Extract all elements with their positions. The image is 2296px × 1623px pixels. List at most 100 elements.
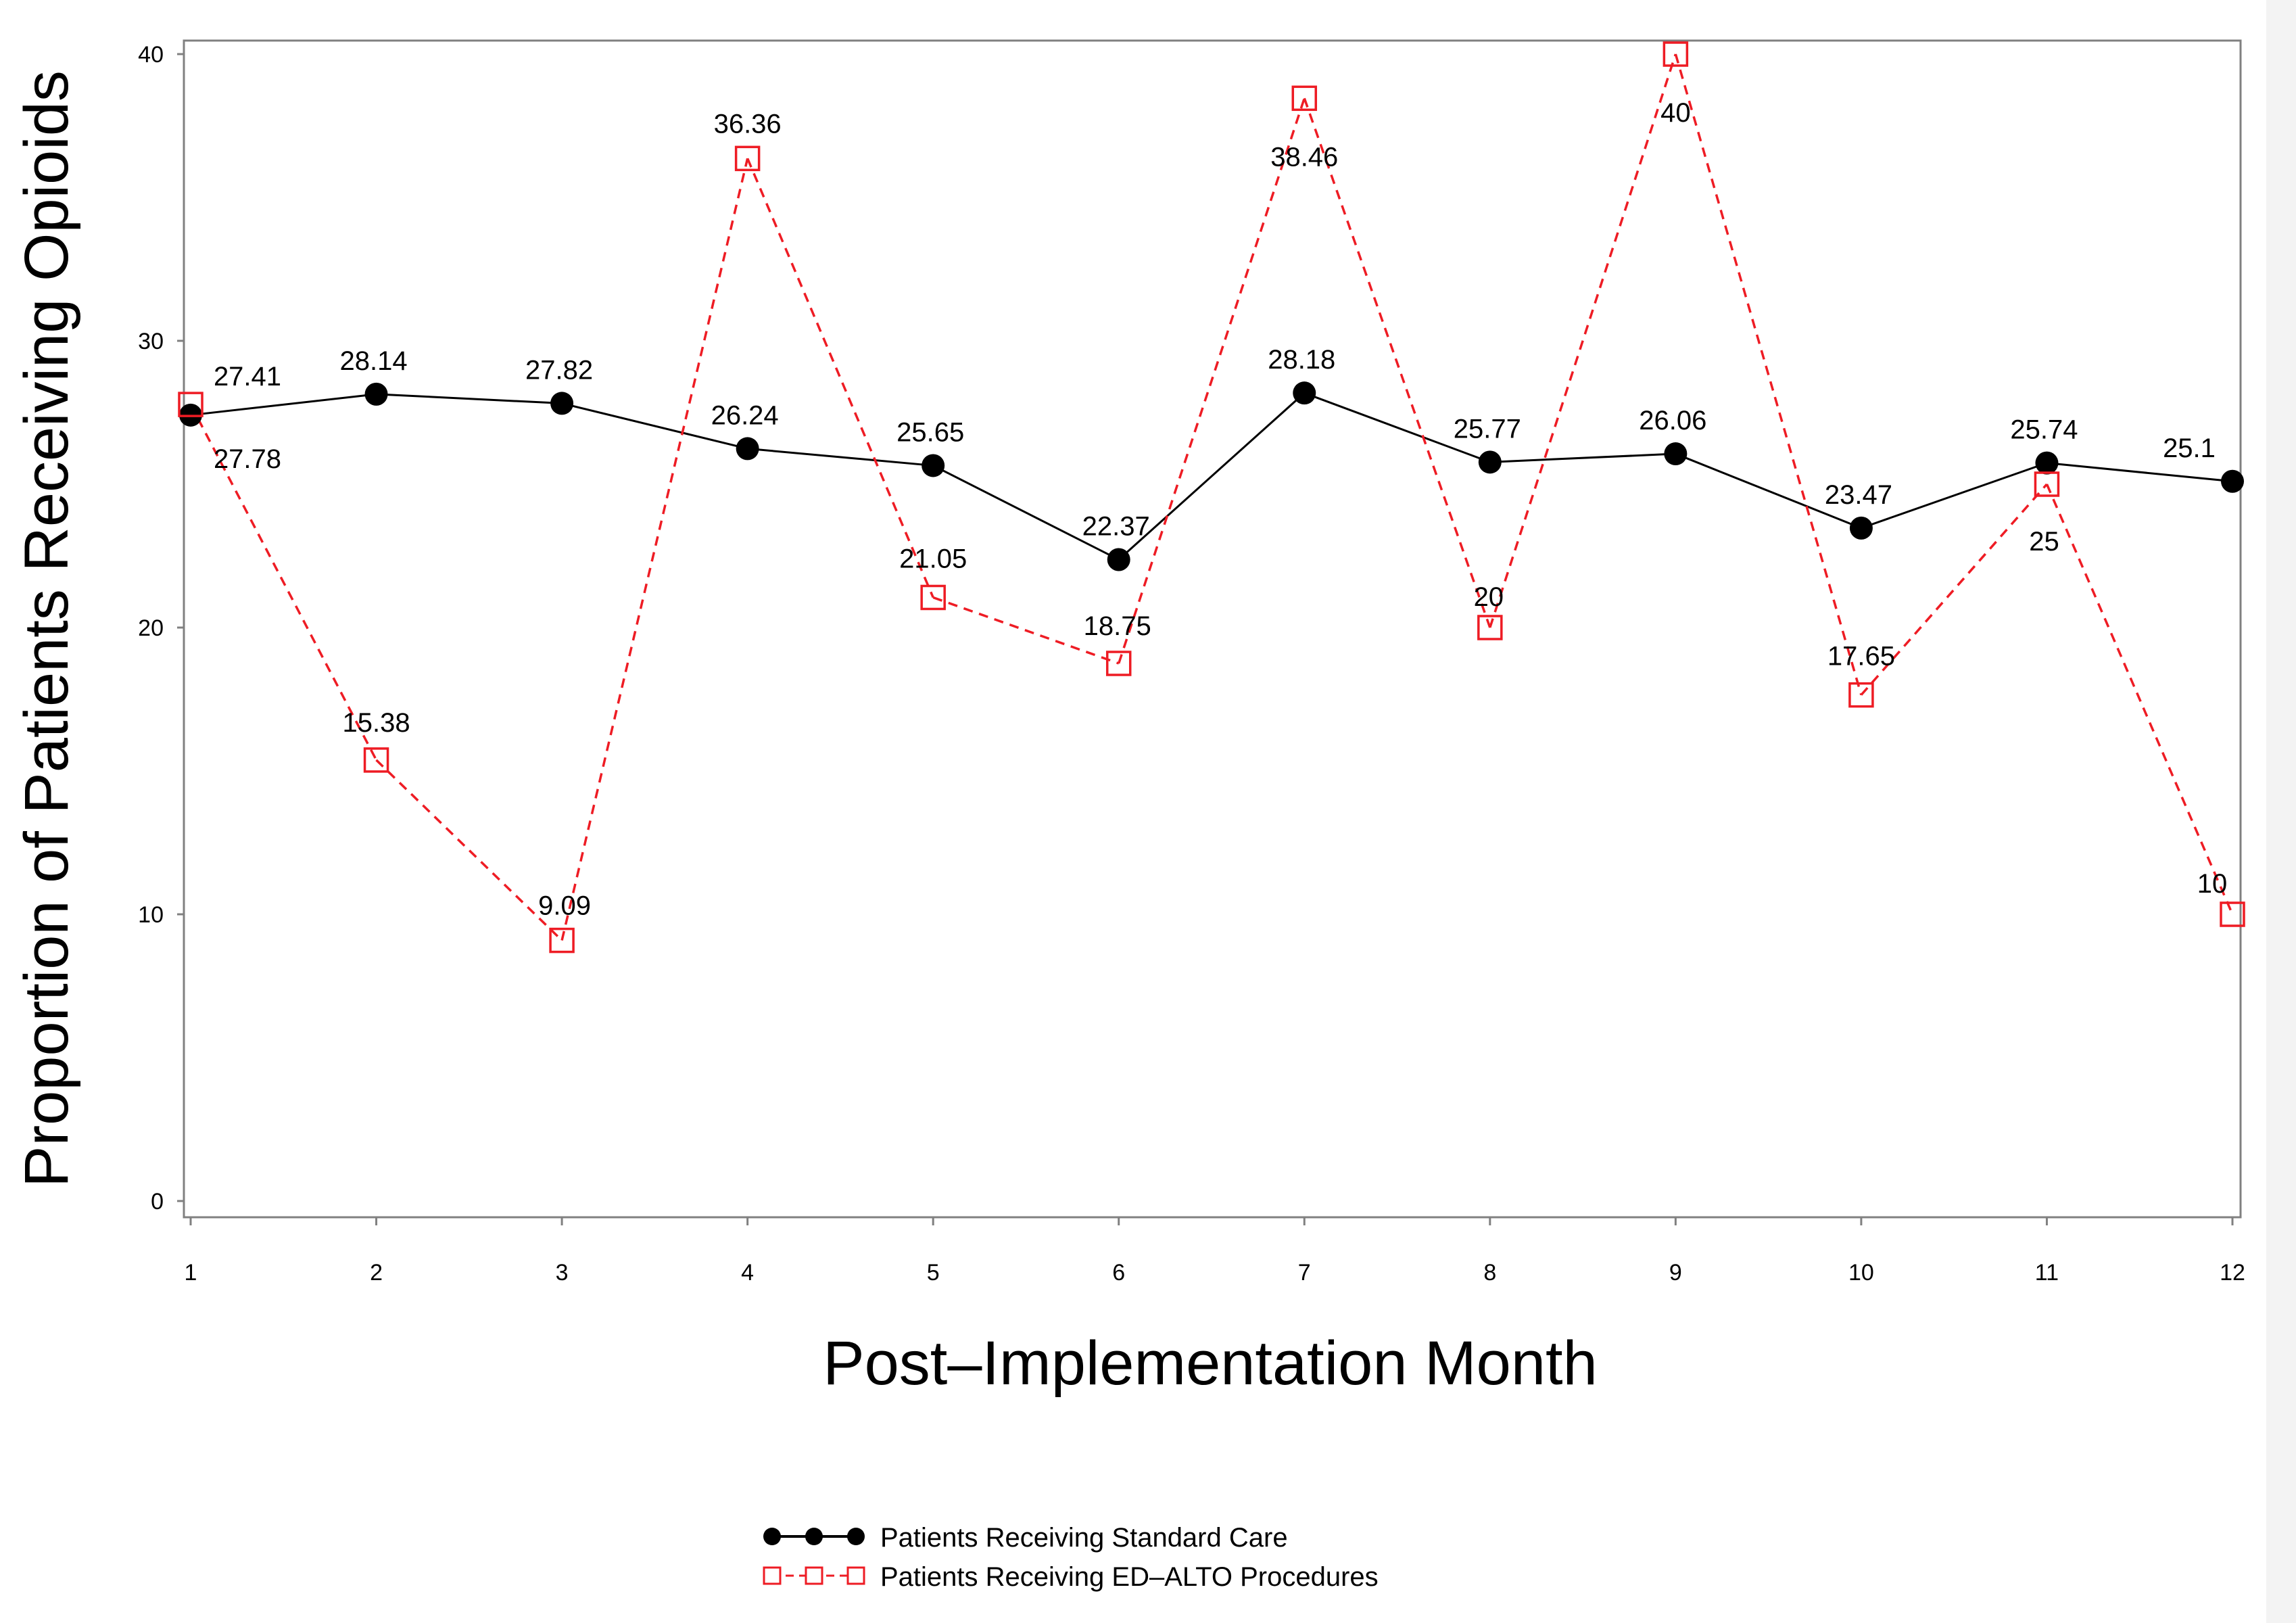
ed-alto-line-segment <box>1489 53 1677 628</box>
ed-alto-line-segment <box>375 759 563 941</box>
standard-care-point-marker <box>2221 469 2244 493</box>
ed-alto-line-segment <box>932 596 1120 665</box>
ed-alto-point-marker <box>2034 471 2060 497</box>
ed-alto-data-label: 36.36 <box>714 109 782 139</box>
x-axis-title: Post–Implementation Month <box>823 1329 1598 1398</box>
ed-alto-data-label: 17.65 <box>1827 642 1895 672</box>
standard-care-point-marker <box>1849 516 1873 540</box>
standard-care-data-label: 28.14 <box>339 346 407 376</box>
standard-care-point-marker <box>1664 442 1688 466</box>
ed-alto-line-segment <box>1118 97 1306 664</box>
ed-alto-data-label: 21.05 <box>899 544 967 573</box>
legend-marker <box>846 1566 865 1585</box>
x-tick-label: 3 <box>556 1260 569 1286</box>
ed-alto-point-marker <box>1663 41 1689 67</box>
standard-care-data-label: 26.06 <box>1639 406 1706 436</box>
standard-care-point-marker <box>736 437 759 461</box>
x-tick-label: 2 <box>370 1260 383 1286</box>
ed-alto-line-segment <box>1674 53 1863 696</box>
x-tick-label: 7 <box>1298 1260 1311 1286</box>
ed-alto-data-label: 25 <box>2029 527 2059 557</box>
ed-alto-point-marker <box>549 927 575 954</box>
standard-care-line-segment <box>1304 392 1491 463</box>
ed-alto-line-segment <box>189 404 378 761</box>
standard-care-point-marker <box>922 454 945 477</box>
ed-alto-data-label: 10 <box>2197 869 2228 899</box>
legend: Patients Receiving Standard Care Patient… <box>763 1523 1379 1592</box>
standard-care-point-marker <box>2035 451 2059 475</box>
ed-alto-point-marker <box>1848 682 1874 708</box>
ed-alto-line-segment <box>2045 484 2234 915</box>
x-tick-label: 12 <box>2220 1260 2245 1286</box>
series-lines <box>189 53 2234 941</box>
ed-alto-point-marker <box>363 747 389 773</box>
ed-alto-line-segment <box>560 158 749 941</box>
ed-alto-data-label: 18.75 <box>1084 611 1151 641</box>
y-tick-label: 0 <box>151 1189 164 1215</box>
plot-frame <box>183 39 2242 1219</box>
x-tick-label: 1 <box>185 1260 197 1286</box>
standard-care-line-segment <box>1489 452 1676 463</box>
ed-alto-point-marker <box>178 392 204 417</box>
ed-alto-data-label: 20 <box>1474 582 1504 612</box>
standard-care-line-segment <box>376 393 563 404</box>
standard-care-line-segment <box>1675 452 1862 530</box>
ed-alto-data-label: 38.46 <box>1270 142 1338 172</box>
ed-alto-point-marker <box>2220 901 2245 927</box>
legend-symbol-ed-alto <box>763 1566 865 1585</box>
ed-alto-line-segment <box>1303 97 1491 628</box>
legend-marker <box>847 1528 865 1545</box>
standard-care-data-label: 27.41 <box>214 362 281 392</box>
standard-care-point-marker <box>364 382 388 406</box>
legend-marker <box>805 1566 823 1585</box>
ed-alto-data-label: 27.78 <box>214 444 281 474</box>
x-tick-label: 6 <box>1112 1260 1125 1286</box>
standard-care-line-segment <box>2047 462 2233 483</box>
x-tick-label: 9 <box>1669 1260 1682 1286</box>
legend-symbol-standard-care <box>763 1528 865 1545</box>
legend-marker <box>763 1528 781 1545</box>
standard-care-line-segment <box>747 447 934 467</box>
standard-care-data-label: 23.47 <box>1825 480 1892 510</box>
x-tick-label: 5 <box>927 1260 940 1286</box>
standard-care-data-label: 25.77 <box>1454 414 1521 444</box>
x-tick-label: 11 <box>2035 1260 2059 1286</box>
x-tick-label: 10 <box>1848 1260 1874 1286</box>
ed-alto-data-label: 40 <box>1660 98 1691 128</box>
ed-alto-data-label: 15.38 <box>342 708 410 738</box>
y-tick-label: 40 <box>138 42 164 68</box>
legend-label-ed-alto: Patients Receiving ED–ALTO Procedures <box>880 1562 1379 1592</box>
standard-care-data-label: 22.37 <box>1082 512 1150 542</box>
standard-care-line-segment <box>1861 462 2047 530</box>
right-margin-strip <box>2266 0 2296 1623</box>
standard-care-point-marker <box>550 392 574 415</box>
standard-care-data-label: 28.18 <box>1268 345 1335 375</box>
standard-care-data-label: 26.24 <box>711 400 779 430</box>
ed-alto-point-marker <box>734 145 761 172</box>
standard-care-line-segment <box>932 465 1120 561</box>
y-tick-label: 20 <box>138 615 164 641</box>
standard-care-point-marker <box>1478 450 1502 474</box>
legend-label-standard-care: Patients Receiving Standard Care <box>880 1523 1288 1553</box>
ed-alto-point-marker <box>920 584 946 611</box>
x-tick-label: 4 <box>741 1260 754 1286</box>
y-axis-title: Proportion of Patients Receiving Opioids <box>12 70 81 1187</box>
legend-marker <box>763 1566 782 1585</box>
standard-care-data-label: 27.82 <box>525 355 593 385</box>
standard-care-line-segment <box>561 402 748 450</box>
standard-care-data-label: 25.1 <box>2163 433 2216 463</box>
standard-care-line-segment <box>190 393 377 417</box>
standard-care-line-segment <box>1118 392 1306 561</box>
series-markers <box>178 41 2245 954</box>
standard-care-data-label: 25.74 <box>2010 415 2078 445</box>
ed-alto-line-segment <box>746 158 934 598</box>
ed-alto-point-marker <box>1291 85 1318 112</box>
ed-alto-line-segment <box>1860 483 2048 696</box>
standard-care-point-marker <box>1293 381 1316 405</box>
legend-marker <box>805 1528 823 1545</box>
x-tick-label: 8 <box>1483 1260 1496 1286</box>
ed-alto-data-label: 9.09 <box>538 891 591 921</box>
y-tick-label: 30 <box>138 329 164 354</box>
